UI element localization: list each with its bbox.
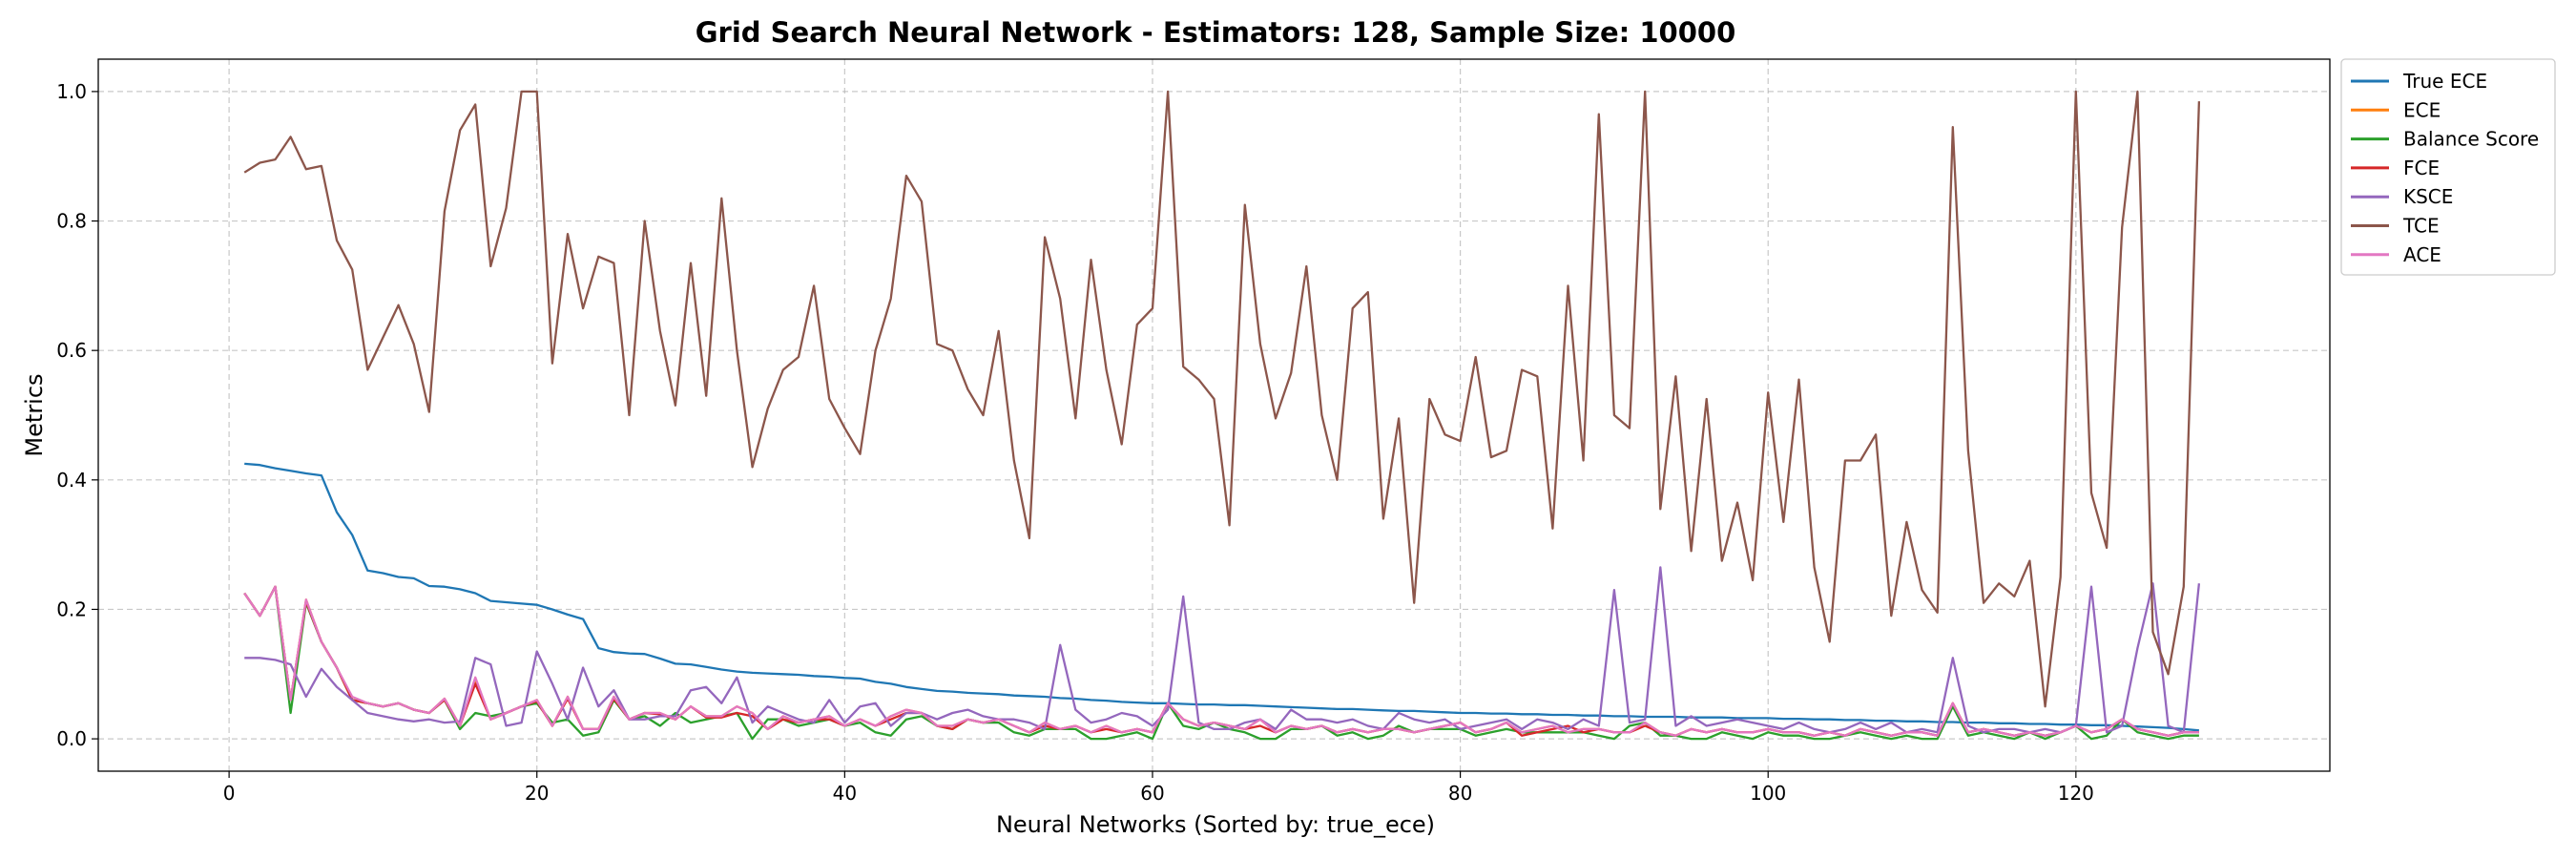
plot-area bbox=[243, 90, 2201, 741]
y-tick-label: 1.0 bbox=[56, 80, 87, 103]
plot-frame bbox=[97, 58, 2331, 772]
legend-label: TCE bbox=[2402, 215, 2440, 238]
y-tick-label: 0.8 bbox=[56, 210, 87, 233]
x-tick-label: 120 bbox=[2058, 782, 2094, 805]
legend-label: Balance Score bbox=[2403, 128, 2539, 151]
x-tick-label: 60 bbox=[1140, 782, 1164, 805]
legend-label: ECE bbox=[2403, 98, 2441, 121]
series-line-ksce bbox=[244, 566, 2201, 734]
x-tick-label: 0 bbox=[223, 782, 236, 805]
series-line-ace bbox=[243, 585, 2199, 737]
x-tick-label: 40 bbox=[833, 782, 857, 805]
grid-lines bbox=[98, 59, 2330, 771]
series-line-tce bbox=[243, 90, 2201, 708]
x-tick-label: 20 bbox=[525, 782, 549, 805]
x-tick-label: 100 bbox=[1750, 782, 1786, 805]
legend-box bbox=[2340, 58, 2556, 276]
y-tick-label: 0.4 bbox=[56, 469, 87, 492]
legend-label: KSCE bbox=[2403, 185, 2453, 208]
y-axis: 0.0 0.2 0.4 0.6 0.8 1.0 bbox=[56, 80, 98, 750]
series-line-balance-score bbox=[243, 585, 2199, 741]
series-line-true-ece bbox=[244, 462, 2199, 732]
legend-label: True ECE bbox=[2402, 70, 2487, 93]
y-tick-label: 0.2 bbox=[56, 597, 87, 620]
x-axis-label: Neural Networks (Sorted by: true_ece) bbox=[996, 811, 1435, 838]
x-axis: 0 20 40 60 80 100 120 bbox=[223, 771, 2094, 805]
legend: True ECE ECE Balance Score FCE KSCE TCE ACE bbox=[2340, 58, 2556, 276]
x-tick-label: 80 bbox=[1448, 782, 1472, 805]
chart-title: Grid Search Neural Network - Estimators:… bbox=[696, 16, 1736, 49]
legend-label: ACE bbox=[2403, 243, 2441, 266]
legend-label: FCE bbox=[2403, 157, 2440, 179]
y-axis-label: Metrics bbox=[21, 373, 48, 456]
y-tick-label: 0.0 bbox=[56, 727, 87, 750]
y-tick-label: 0.6 bbox=[56, 339, 87, 362]
